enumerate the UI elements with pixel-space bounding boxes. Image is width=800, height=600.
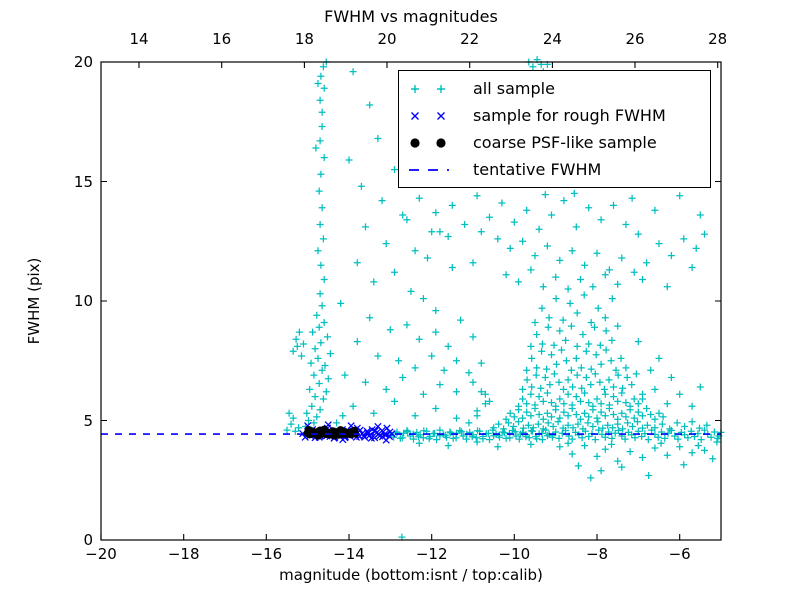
legend-label: coarse PSF-like sample [473, 133, 657, 152]
top-tick-label: 22 [460, 30, 480, 48]
legend-item-tentative-fwhm: tentative FWHM [405, 157, 704, 183]
top-tick-label: 26 [625, 30, 645, 48]
x-tick-label: −16 [250, 545, 283, 563]
x-tick-label: −8 [585, 545, 609, 563]
legend-item-rough-fwhm: sample for rough FWHM [405, 103, 704, 129]
top-tick-label: 16 [212, 30, 232, 48]
series-dot-marker [304, 426, 313, 435]
legend-label: all sample [473, 79, 555, 98]
dot-marker-icon [410, 137, 446, 148]
top-tick-label: 18 [294, 30, 314, 48]
legend-box: all sample sample for rough FWHM coarse … [398, 70, 711, 188]
legend-label: tentative FWHM [473, 160, 602, 179]
x-tick-label: −20 [85, 545, 117, 563]
top-tick-label: 24 [542, 30, 562, 48]
top-tick-label: 14 [129, 30, 149, 48]
series-dot-marker [350, 426, 359, 435]
y-tick-label: 10 [73, 292, 93, 310]
legend-item-psf-sample: coarse PSF-like sample [405, 130, 704, 156]
dashed-line-icon [409, 168, 449, 171]
series-plus-markers [283, 56, 725, 541]
legend-label: sample for rough FWHM [473, 106, 666, 125]
series-dot-marker [336, 426, 345, 435]
x-tick-label: −6 [668, 545, 691, 563]
x-tick-label: −14 [333, 545, 365, 563]
x-tick-label: −18 [167, 545, 200, 563]
legend-item-all-sample: all sample [405, 76, 704, 102]
y-tick-label: 0 [83, 531, 93, 549]
axis-ticks [100, 61, 721, 541]
y-tick-label: 15 [73, 172, 93, 191]
x-axis-label: magnitude (bottom:isnt / top:calib) [279, 566, 543, 584]
series-dot-marker [320, 425, 329, 434]
top-tick-label: 20 [377, 30, 397, 48]
plot-title: FWHM vs magnitudes [324, 7, 498, 26]
top-tick-label: 28 [708, 30, 728, 48]
series-dot-marker [314, 431, 322, 440]
series-dot-marker [330, 431, 339, 440]
x-tick-label: −10 [498, 545, 531, 563]
x-tick-label: −12 [415, 545, 448, 563]
y-tick-label: 20 [73, 53, 93, 71]
plus-marker-icon [411, 84, 445, 93]
y-tick-label: 5 [83, 411, 93, 430]
cross-marker-icon [411, 111, 445, 120]
